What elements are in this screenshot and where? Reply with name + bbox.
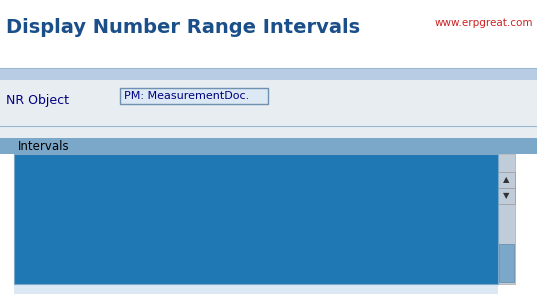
Text: 00000000000019999999: 00000000000019999999 — [132, 176, 247, 186]
Bar — [498, 172, 515, 188]
Bar — [0, 0, 537, 54]
Bar — [14, 190, 498, 208]
Text: 0000000039999999999999: 0000000039999999999999 — [132, 213, 258, 221]
Text: ▲: ▲ — [503, 176, 510, 185]
Bar — [404, 212, 414, 222]
Bar — [499, 244, 514, 282]
Bar — [14, 208, 498, 226]
Bar — [14, 208, 32, 226]
Bar — [14, 280, 498, 294]
Text: 00000000000010000000: 00000000000010000000 — [46, 176, 161, 186]
Bar — [14, 154, 498, 172]
Bar — [470, 154, 498, 172]
Text: Ext: Ext — [400, 158, 417, 168]
Text: NR Object: NR Object — [6, 94, 69, 107]
Text: Display Number Range Intervals: Display Number Range Intervals — [6, 18, 360, 37]
Bar — [404, 176, 414, 186]
Bar — [14, 244, 498, 262]
Text: No.: No. — [16, 158, 33, 168]
Text: To number: To number — [132, 158, 187, 168]
Text: 0: 0 — [274, 195, 280, 203]
Bar — [498, 188, 515, 204]
Text: ▼: ▼ — [503, 191, 510, 201]
Bar — [498, 154, 515, 284]
Text: 00000000000002219999: 00000000000002219999 — [132, 195, 247, 203]
Bar — [14, 190, 32, 208]
Text: 00000000000002099999: 00000000000002099999 — [46, 195, 161, 203]
Text: PM: MeasurementDoc.: PM: MeasurementDoc. — [124, 91, 249, 101]
Text: 0: 0 — [274, 176, 280, 186]
Text: 000000003000000000000: 000000003000000000000 — [46, 213, 167, 221]
Text: www.erpgreat.com: www.erpgreat.com — [434, 18, 533, 28]
Text: Current number: Current number — [274, 158, 358, 168]
Bar — [14, 226, 498, 244]
Text: 01: 01 — [34, 176, 46, 186]
Bar — [0, 80, 537, 126]
Bar — [404, 194, 414, 204]
Text: 3: 3 — [34, 213, 40, 221]
Bar — [14, 172, 32, 190]
Bar — [14, 154, 498, 284]
Bar — [14, 262, 498, 280]
Bar — [0, 68, 537, 80]
Bar — [120, 88, 268, 104]
Bar — [0, 126, 537, 138]
Bar — [14, 172, 498, 190]
Text: 0: 0 — [274, 213, 280, 221]
Text: Intervals: Intervals — [18, 139, 70, 153]
Text: 02: 02 — [34, 195, 46, 203]
Text: From number: From number — [34, 158, 104, 168]
Bar — [0, 138, 537, 154]
